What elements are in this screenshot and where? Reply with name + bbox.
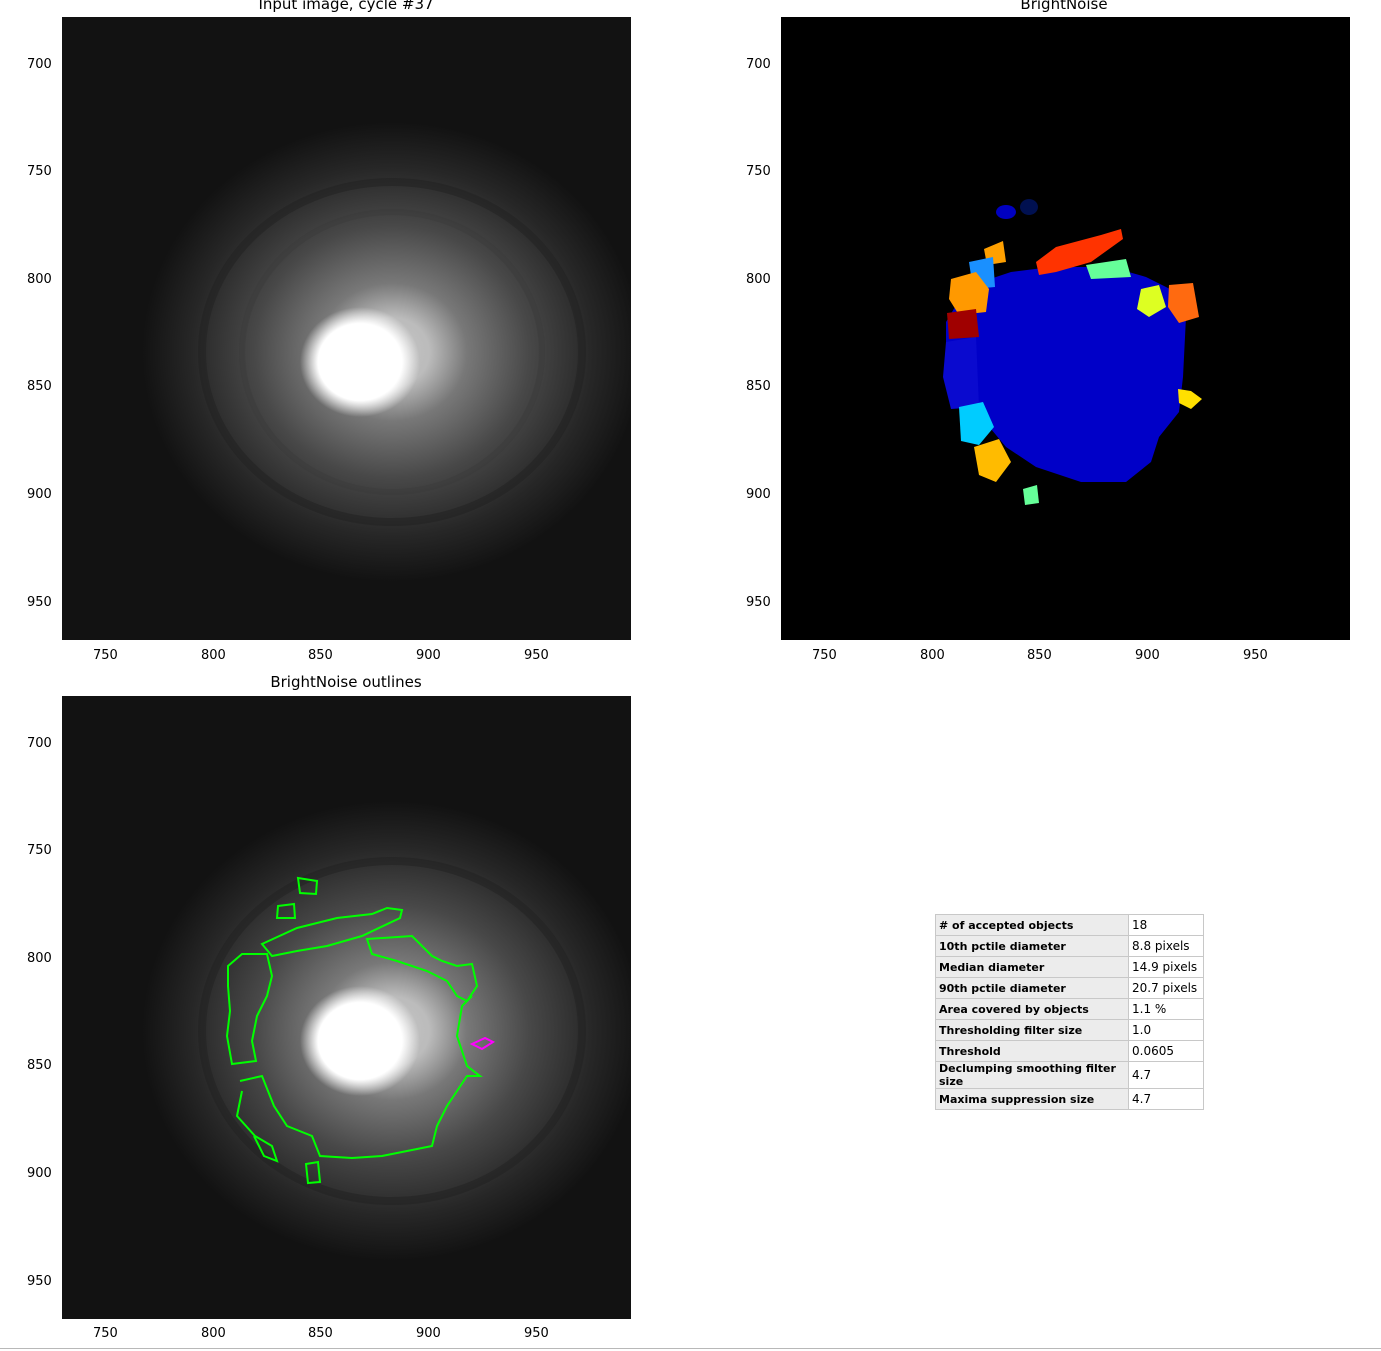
stat-label: Median diameter: [935, 956, 1129, 978]
table-row: Threshold 0.0605: [935, 1040, 1204, 1062]
stat-value: 14.9 pixels: [1128, 956, 1204, 978]
y-tick-label: 750: [27, 843, 52, 858]
main-object: [946, 267, 1186, 482]
x-tick-label: 900: [416, 1326, 441, 1341]
stat-label: Declumping smoothing filter size: [935, 1061, 1129, 1089]
table-row: 90th pctile diameter 20.7 pixels: [935, 977, 1204, 999]
x-tick-label: 800: [920, 648, 945, 663]
stat-value: 4.7: [1128, 1061, 1204, 1089]
window-bottom-border: [0, 1348, 1381, 1349]
x-tick-label: 850: [308, 648, 333, 663]
stat-label: 90th pctile diameter: [935, 977, 1129, 999]
input-image: [62, 17, 631, 640]
stat-value: 8.8 pixels: [1128, 935, 1204, 957]
labels-image: [781, 17, 1350, 640]
table-row: Maxima suppression size 4.7: [935, 1088, 1204, 1110]
x-tick-label: 750: [93, 1326, 118, 1341]
outlines-image-title: BrightNoise outlines: [270, 673, 422, 691]
table-row: Declumping smoothing filter size 4.7: [935, 1061, 1204, 1089]
x-tick-label: 750: [93, 648, 118, 663]
x-tick-label: 950: [1243, 648, 1268, 663]
y-tick-label: 750: [27, 164, 52, 179]
table-row: Thresholding filter size 1.0: [935, 1019, 1204, 1041]
x-tick-label: 800: [201, 1326, 226, 1341]
table-row: Median diameter 14.9 pixels: [935, 956, 1204, 978]
input-image-title: Input image, cycle #37: [258, 0, 434, 13]
stat-value: 1.1 %: [1128, 998, 1204, 1020]
x-tick-label: 900: [1135, 648, 1160, 663]
y-tick-label: 750: [746, 164, 771, 179]
y-tick-label: 950: [746, 595, 771, 610]
x-tick-label: 750: [812, 648, 837, 663]
y-tick-label: 800: [746, 272, 771, 287]
table-row: Area covered by objects 1.1 %: [935, 998, 1204, 1020]
stat-value: 4.7: [1128, 1088, 1204, 1110]
y-tick-label: 950: [27, 595, 52, 610]
stat-label: Area covered by objects: [935, 998, 1129, 1020]
y-tick-label: 900: [27, 1166, 52, 1181]
stat-value: 18: [1128, 914, 1204, 936]
stat-label: Thresholding filter size: [935, 1019, 1129, 1041]
y-tick-label: 700: [746, 57, 771, 72]
y-tick-label: 950: [27, 1274, 52, 1289]
stat-label: Maxima suppression size: [935, 1088, 1129, 1110]
stat-value: 20.7 pixels: [1128, 977, 1204, 999]
y-tick-label: 850: [27, 1058, 52, 1073]
x-tick-label: 800: [201, 648, 226, 663]
stat-label: 10th pctile diameter: [935, 935, 1129, 957]
x-tick-label: 900: [416, 648, 441, 663]
stat-value: 1.0: [1128, 1019, 1204, 1041]
x-tick-label: 950: [524, 1326, 549, 1341]
y-tick-label: 850: [27, 379, 52, 394]
x-tick-label: 850: [1027, 648, 1052, 663]
stat-value: 0.0605: [1128, 1040, 1204, 1062]
y-tick-label: 900: [746, 487, 771, 502]
y-tick-label: 800: [27, 272, 52, 287]
stat-label: Threshold: [935, 1040, 1129, 1062]
measurements-table: # of accepted objects 18 10th pctile diam…: [935, 914, 1204, 1110]
x-tick-label: 950: [524, 648, 549, 663]
table-row: 10th pctile diameter 8.8 pixels: [935, 935, 1204, 957]
x-tick-label: 850: [308, 1326, 333, 1341]
y-tick-label: 800: [27, 951, 52, 966]
y-tick-label: 900: [27, 487, 52, 502]
y-tick-label: 700: [27, 57, 52, 72]
table-row: # of accepted objects 18: [935, 914, 1204, 936]
y-tick-label: 850: [746, 379, 771, 394]
outlines-image: [62, 696, 631, 1319]
stat-label: # of accepted objects: [935, 914, 1129, 936]
y-tick-label: 700: [27, 736, 52, 751]
labels-image-title: BrightNoise: [1020, 0, 1108, 13]
